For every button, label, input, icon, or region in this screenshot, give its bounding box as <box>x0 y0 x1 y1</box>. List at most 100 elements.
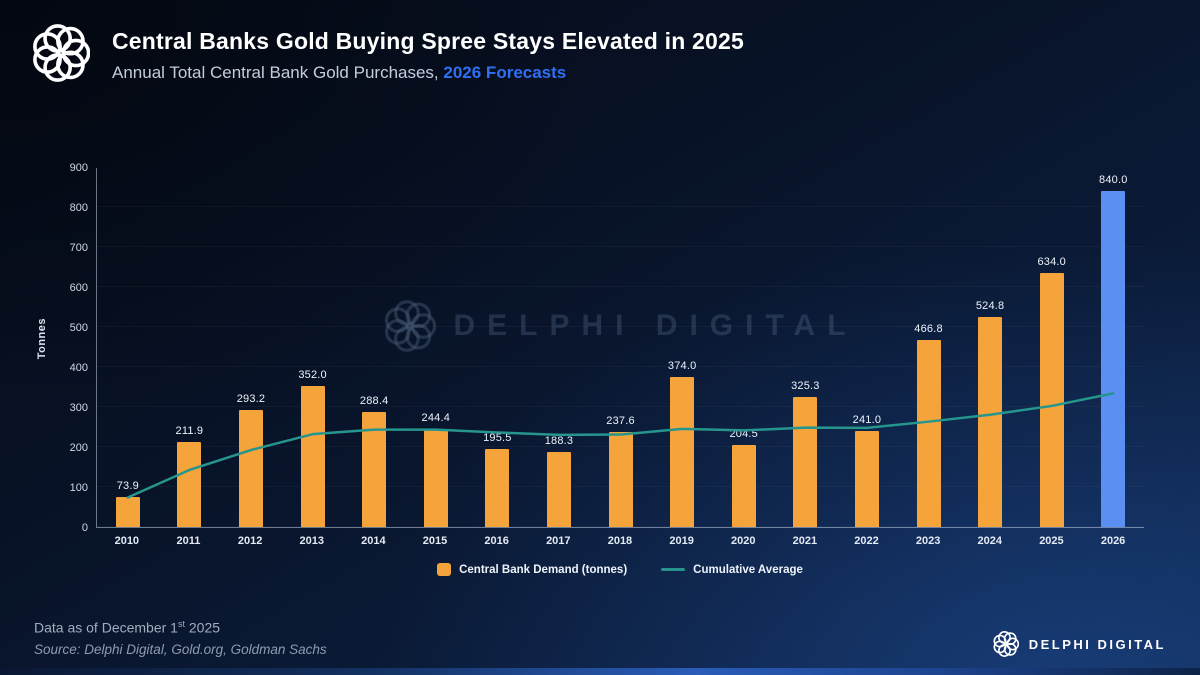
bar-value-2014: 288.4 <box>359 394 389 407</box>
y-axis: 0 100 200 300 400 500 600 700 800 900 <box>54 162 96 534</box>
bar-value-2022: 241.0 <box>852 413 882 426</box>
y-tick-900: 900 <box>69 162 88 174</box>
x-tick-2022: 2022 <box>854 535 879 547</box>
bar-slot-2020: 204.5 <box>713 168 775 527</box>
x-tick-2013: 2013 <box>299 535 324 547</box>
bar-value-2017: 188.3 <box>544 434 574 447</box>
bar-value-2015: 244.4 <box>421 412 451 425</box>
x-tick-2021: 2021 <box>792 535 818 547</box>
bars: 73.9 211.9 293.2 352.0 288.4 244.4 195.5 188.3 2… <box>97 168 1144 527</box>
bar-2018 <box>608 431 633 527</box>
bar-slot-2023: 466.8 <box>898 168 960 527</box>
footer-brand-text: DELPHI DIGITAL <box>1028 636 1166 652</box>
bar-slot-2021: 325.3 <box>775 168 837 527</box>
x-tick-2025: 2025 <box>1039 535 1064 547</box>
legend-item-average: Cumulative Average <box>661 564 803 576</box>
bar-value-2011: 211.9 <box>175 425 204 438</box>
bar-value-2025: 634.0 <box>1037 256 1066 269</box>
data-as-of-note: Data as of December 1st 2025 <box>34 619 327 636</box>
bar-slot-2011: 211.9 <box>159 168 221 527</box>
y-tick-0: 0 <box>81 522 88 534</box>
bar-value-2016: 195.5 <box>483 431 512 444</box>
bar-slot-2014: 288.4 <box>343 168 405 527</box>
y-tick-400: 400 <box>69 362 88 374</box>
subtitle-highlight: 2026 Forecasts <box>443 63 567 82</box>
legend-label-demand: Central Bank Demand (tonnes) <box>459 563 628 576</box>
bar-chart: Tonnes 0 100 200 300 400 500 600 700 800 900 73.9… <box>36 162 1144 576</box>
bar-2017 <box>546 451 571 527</box>
bar-2020 <box>731 445 756 527</box>
y-tick-200: 200 <box>69 442 88 454</box>
legend-swatch-bar <box>437 563 452 576</box>
bar-2022 <box>854 430 879 527</box>
legend: Central Bank Demand (tonnes) Cumulative … <box>96 563 1144 576</box>
y-tick-500: 500 <box>69 322 88 334</box>
bar-2019 <box>670 377 695 527</box>
bottom-accent-strip <box>0 668 1200 675</box>
bar-value-2018: 237.6 <box>606 414 635 427</box>
legend-item-demand: Central Bank Demand (tonnes) <box>437 563 627 576</box>
bar-slot-2012: 293.2 <box>220 168 282 527</box>
x-tick-2015: 2015 <box>422 535 448 547</box>
bar-2016 <box>485 448 510 527</box>
bar-slot-2019: 374.0 <box>651 168 713 527</box>
legend-label-average: Cumulative Average <box>693 563 803 576</box>
delphi-logo-icon <box>32 24 91 82</box>
y-tick-600: 600 <box>69 282 88 294</box>
bar-slot-2010: 73.9 <box>97 168 159 527</box>
bar-slot-2015: 244.4 <box>405 168 467 527</box>
x-tick-2016: 2016 <box>484 535 509 547</box>
footer-brand: DELPHI DIGITAL <box>993 631 1166 657</box>
note-superscript: st <box>177 619 185 630</box>
bar-value-2019: 374.0 <box>667 360 697 373</box>
bar-slot-2025: 634.0 <box>1021 168 1083 527</box>
source-note: Source: Delphi Digital, Gold.org, Goldma… <box>34 642 327 657</box>
x-axis: 2010 2011 2012 2013 2014 2015 2016 2017 2018 2019… <box>96 535 1144 547</box>
x-tick-2011: 2011 <box>176 535 201 547</box>
bar-2011 <box>177 442 202 527</box>
bar-value-2013: 352.0 <box>298 369 327 382</box>
note-suffix: 2025 <box>184 620 221 636</box>
y-axis-title-wrap: Tonnes <box>36 168 54 576</box>
x-tick-2023: 2023 <box>915 535 941 547</box>
x-tick-2010: 2010 <box>114 535 140 547</box>
title-block: Central Banks Gold Buying Spree Stays El… <box>112 24 744 83</box>
header: Central Banks Gold Buying Spree Stays El… <box>32 24 744 83</box>
x-tick-2018: 2018 <box>607 535 633 547</box>
bar-value-2010: 73.9 <box>116 480 139 493</box>
bar-value-2024: 524.8 <box>975 300 1005 313</box>
bar-slot-2022: 241.0 <box>836 168 898 527</box>
bar-2015 <box>423 429 448 527</box>
bar-slot-2017: 188.3 <box>528 168 590 527</box>
footer-notes: Data as of December 1st 2025 Source: Del… <box>34 619 327 657</box>
x-tick-2024: 2024 <box>977 535 1003 547</box>
bar-slot-2013: 352.0 <box>282 168 344 527</box>
bar-2012 <box>238 409 263 527</box>
bar-2026 <box>1101 191 1126 527</box>
bar-2025 <box>1039 273 1064 527</box>
bar-value-2012: 293.2 <box>236 392 266 405</box>
bar-value-2021: 325.3 <box>791 379 820 392</box>
y-tick-300: 300 <box>69 402 88 414</box>
page-title: Central Banks Gold Buying Spree Stays El… <box>112 28 745 54</box>
bar-2014 <box>362 411 387 527</box>
note-prefix: Data as of December 1 <box>34 620 178 636</box>
x-tick-2019: 2019 <box>669 535 694 547</box>
bar-2010 <box>115 497 140 527</box>
subtitle-plain: Annual Total Central Bank Gold Purchases… <box>112 63 444 82</box>
legend-swatch-line <box>661 568 686 571</box>
y-axis-title: Tonnes <box>36 318 48 360</box>
x-tick-2012: 2012 <box>237 535 263 547</box>
bar-slot-2024: 524.8 <box>959 168 1021 527</box>
subtitle: Annual Total Central Bank Gold Purchases… <box>112 63 744 83</box>
y-tick-100: 100 <box>69 482 88 494</box>
y-tick-700: 700 <box>69 242 88 254</box>
footer: Data as of December 1st 2025 Source: Del… <box>34 619 1166 657</box>
footer-logo-icon <box>993 631 1019 657</box>
bar-slot-2026: 840.0 <box>1083 168 1145 527</box>
x-tick-2020: 2020 <box>730 535 756 547</box>
bar-value-2023: 466.8 <box>914 323 943 336</box>
y-tick-800: 800 <box>69 202 88 214</box>
plot-column: 73.9 211.9 293.2 352.0 288.4 244.4 195.5 188.3 2… <box>96 168 1144 576</box>
